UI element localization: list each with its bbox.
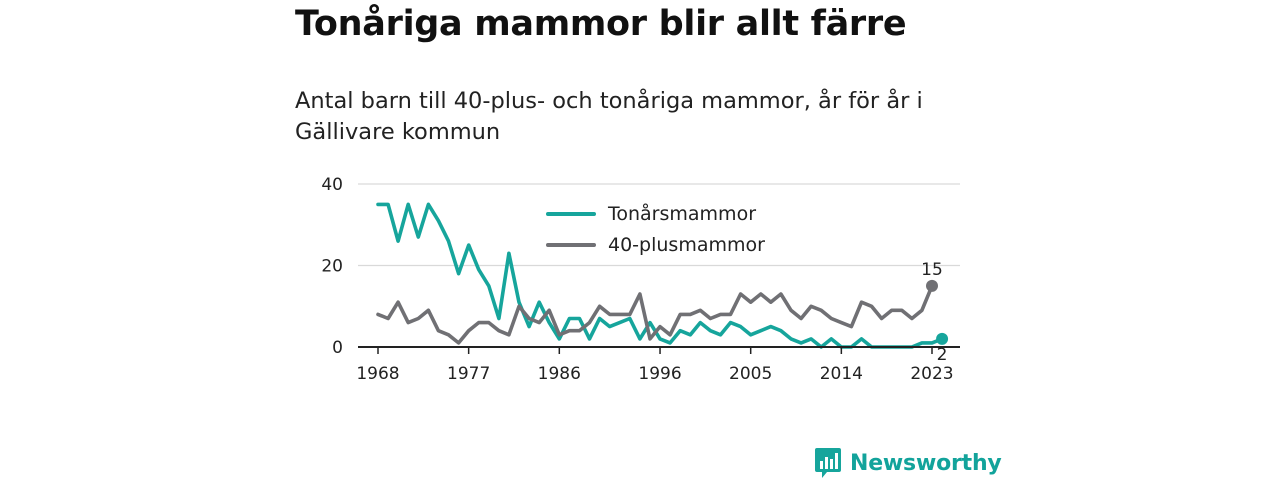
chart-subtitle: Antal barn till 40-plus- och tonåriga ma… [295,88,923,145]
y-tick-label: 20 [321,257,343,277]
x-tick-label: 2005 [729,364,772,384]
series-end-point [926,279,938,292]
chart-title: Tonåriga mammor blir allt färre [295,4,907,44]
legend-label: Tonårsmammor [607,202,756,225]
x-tick-label: 1996 [638,364,681,384]
x-tick-label: 2023 [910,364,953,384]
y-axis-labels: 0 20 40 [321,175,343,358]
series-endpoints: 2 15 [921,260,949,365]
x-axis-ticks: 1968 1977 1986 1996 2005 2014 2023 [356,347,954,384]
series-end-label: 2 [937,345,948,365]
x-tick-label: 1968 [356,364,399,384]
newsworthy-brand: Newsworthy [814,446,1002,480]
brand-name: Newsworthy [850,450,1002,476]
y-tick-label: 0 [332,338,343,358]
bar-chart-logo-icon [815,448,841,478]
series-line [376,284,934,345]
x-tick-label: 2014 [820,364,863,384]
series-lines [376,202,944,349]
x-tick-label: 1986 [538,364,581,384]
gridlines [358,183,960,267]
y-tick-label: 40 [321,175,343,195]
series-end-label: 15 [921,260,943,280]
x-tick-label: 1977 [447,364,490,384]
legend: Tonårsmammor 40-plusmammor [546,202,765,256]
legend-label: 40-plusmammor [608,234,765,256]
series-end-point [936,332,949,345]
